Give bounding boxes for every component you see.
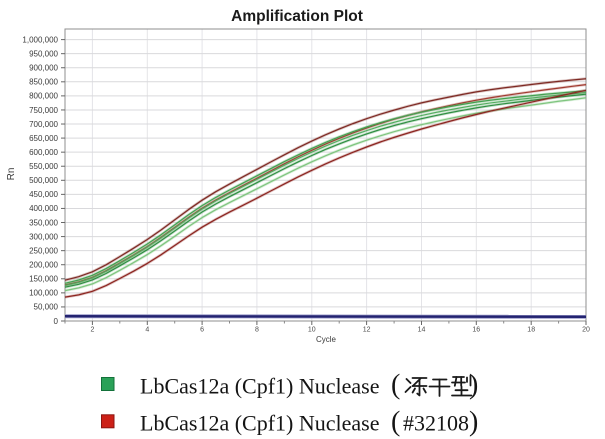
svg-text:700,000: 700,000 xyxy=(29,120,58,129)
svg-text:650,000: 650,000 xyxy=(29,134,58,143)
svg-text:750,000: 750,000 xyxy=(29,106,58,115)
svg-text:18: 18 xyxy=(527,327,535,334)
svg-text:500,000: 500,000 xyxy=(29,176,58,185)
svg-text:200,000: 200,000 xyxy=(29,261,58,270)
svg-text:100,000: 100,000 xyxy=(29,289,58,298)
svg-text:1,000,000: 1,000,000 xyxy=(22,35,58,44)
svg-text:850,000: 850,000 xyxy=(29,78,58,87)
svg-text:LbCas12a (Cpf1) Nuclease: LbCas12a (Cpf1) Nuclease xyxy=(140,411,379,436)
svg-text:600,000: 600,000 xyxy=(29,148,58,157)
svg-text:LbCas12a (Cpf1) Nuclease: LbCas12a (Cpf1) Nuclease xyxy=(140,374,379,399)
svg-text:6: 6 xyxy=(200,327,204,334)
svg-text:300,000: 300,000 xyxy=(29,232,58,241)
svg-text:4: 4 xyxy=(145,327,149,334)
svg-text:0: 0 xyxy=(54,317,59,326)
svg-text:): ) xyxy=(469,370,478,401)
svg-text:350,000: 350,000 xyxy=(29,218,58,227)
svg-text:20: 20 xyxy=(582,327,590,334)
svg-text:2: 2 xyxy=(90,327,94,334)
svg-text:150,000: 150,000 xyxy=(29,275,58,284)
svg-text:50,000: 50,000 xyxy=(34,303,59,312)
svg-text:900,000: 900,000 xyxy=(29,64,58,73)
svg-text:(: ( xyxy=(391,370,400,401)
svg-text:): ) xyxy=(469,407,478,438)
svg-text:16: 16 xyxy=(472,327,480,334)
svg-text:8: 8 xyxy=(255,327,259,334)
svg-text:Cycle: Cycle xyxy=(316,335,337,344)
svg-text:450,000: 450,000 xyxy=(29,190,58,199)
svg-text:#32108: #32108 xyxy=(403,411,469,436)
svg-text:950,000: 950,000 xyxy=(29,49,58,58)
svg-text:250,000: 250,000 xyxy=(29,246,58,255)
svg-text:Amplification Plot: Amplification Plot xyxy=(231,8,363,25)
svg-text:550,000: 550,000 xyxy=(29,162,58,171)
svg-text:800,000: 800,000 xyxy=(29,92,58,101)
svg-text:10: 10 xyxy=(308,327,316,334)
svg-text:14: 14 xyxy=(418,327,426,334)
svg-text:(: ( xyxy=(391,407,400,438)
svg-text:12: 12 xyxy=(363,327,371,334)
svg-text:Rn: Rn xyxy=(6,168,17,181)
svg-text:400,000: 400,000 xyxy=(29,204,58,213)
